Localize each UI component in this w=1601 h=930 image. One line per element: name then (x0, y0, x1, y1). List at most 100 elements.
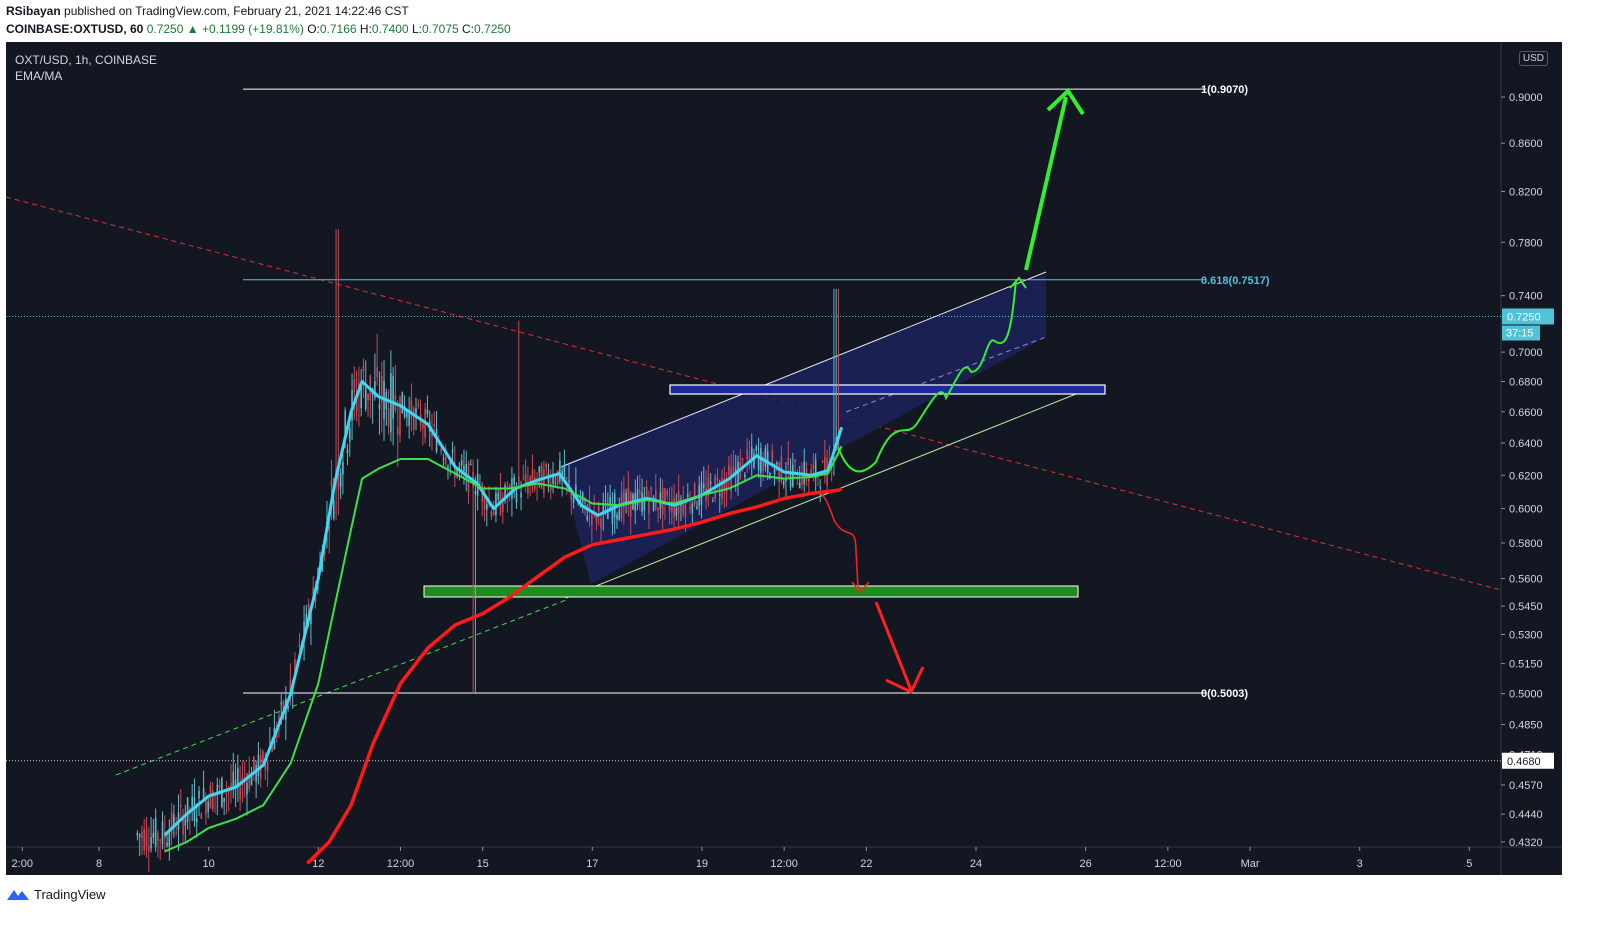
symbol-line: COINBASE:OXTUSD, 60 0.7250 ▲ +0.1199 (+1… (6, 22, 511, 36)
candle-body (723, 479, 726, 492)
bullish-arrow-shaft (1024, 96, 1068, 271)
price-tick-label: 0.7400 (1509, 291, 1543, 303)
currency-badge[interactable]: USD (1518, 51, 1548, 66)
candle-body (792, 464, 794, 487)
candle-body (456, 468, 458, 477)
candle-body (600, 518, 602, 529)
footer-brand[interactable]: TradingView (34, 886, 106, 902)
candle-body (339, 472, 342, 488)
candle-body (399, 396, 401, 436)
candle-body (173, 814, 175, 829)
candle-body (810, 468, 812, 478)
candle-body (490, 511, 493, 517)
chart-legend-indicators[interactable]: EMA/MA (15, 69, 63, 83)
candle-body (230, 783, 232, 789)
candle-body (570, 489, 573, 500)
candle-body (675, 508, 678, 516)
author-name[interactable]: RSibayan (6, 4, 61, 18)
candle-body (458, 465, 461, 467)
candle-body (492, 511, 495, 516)
candle-body (497, 493, 500, 500)
candle-body (198, 790, 200, 799)
price-tick-label: 0.5300 (1509, 629, 1543, 641)
candle-body (271, 745, 273, 752)
time-tick-label: 2:00 (12, 858, 33, 870)
candle-body (150, 836, 152, 849)
up-arrow-icon: ▲ (186, 22, 199, 36)
candle-body (782, 480, 785, 486)
price-tick-label: 0.6600 (1509, 407, 1543, 419)
open-value: 0.7166 (319, 22, 357, 36)
countdown-badge-bg (1502, 325, 1540, 341)
price-tick-label: 0.8200 (1509, 186, 1543, 198)
candle-body (798, 482, 801, 489)
change-value: +0.1199 (+19.81%) (201, 22, 304, 36)
candle-body (374, 381, 376, 398)
candle-body (684, 501, 687, 517)
ma-line (306, 486, 843, 865)
fib-level-label: 0.618(0.7517) (1201, 275, 1270, 287)
candle-body (234, 780, 237, 788)
candle-body (147, 846, 150, 852)
time-tick-label: 12:00 (770, 858, 798, 870)
candle-body (545, 463, 547, 470)
tradingview-footer: TradingView (6, 884, 106, 904)
chart-legend-symbol: OXT/USD, 1h, COINBASE (15, 53, 158, 67)
candle-body (520, 492, 522, 498)
candle-body (527, 481, 529, 494)
candle-body (262, 751, 264, 764)
price-chart[interactable]: 0.9000 0.8600 0.8200 0.7800 0.7400 0.7000 0.68… (6, 42, 1562, 875)
candle-body (771, 450, 774, 465)
candle-body (495, 492, 497, 515)
candle-body (837, 442, 840, 447)
fib-level-label: 1(0.9070) (1201, 84, 1248, 96)
time-tick-label: 19 (696, 858, 708, 870)
open-label: O: (307, 22, 320, 36)
candle-body (360, 384, 362, 409)
marked-level-badge: 0.4680 (1507, 756, 1541, 768)
chart-panel[interactable]: 0.9000 0.8600 0.8200 0.7800 0.7400 0.7000 0.68… (6, 42, 1562, 875)
candle-body (762, 456, 764, 471)
candle-body (627, 488, 630, 506)
candle-body (584, 497, 586, 505)
projection-bullish-path (837, 279, 1018, 473)
candle-body (159, 840, 162, 842)
descending-trendline (6, 196, 1502, 591)
candle-body (442, 458, 445, 460)
candle-body (700, 482, 703, 505)
candle-body (552, 474, 554, 484)
candle-body (303, 621, 305, 641)
candle-body (568, 480, 570, 482)
candle-body (689, 506, 691, 510)
candle-body (170, 812, 173, 835)
candle-body (485, 503, 488, 510)
candle-body (559, 460, 561, 482)
candle-body (202, 788, 205, 799)
candle-body (161, 821, 164, 845)
fib-level-label: 0(0.5003) (1201, 688, 1248, 700)
candle-body (211, 790, 214, 810)
candle-body (554, 482, 557, 484)
candle-body (593, 501, 595, 504)
candle-body (330, 480, 333, 487)
high-label: H: (359, 22, 372, 36)
time-tick-label: Mar (1241, 858, 1260, 870)
candle-body (396, 427, 399, 435)
time-tick-label: 10 (203, 858, 215, 870)
candle-body (629, 491, 632, 517)
candle-body (289, 679, 292, 691)
candle-body (769, 472, 771, 479)
candle-body (586, 516, 589, 520)
candle-body (353, 379, 356, 393)
time-tick-label: 22 (860, 858, 872, 870)
candle-body (616, 514, 618, 520)
candle-body (817, 475, 819, 479)
candle-body (179, 804, 182, 808)
candle-body (517, 476, 520, 486)
candle-body (253, 756, 255, 773)
candle-body (412, 408, 415, 430)
candle-body (504, 485, 506, 501)
candle-body (741, 458, 744, 461)
candle-body (814, 460, 817, 479)
candle-body (750, 446, 753, 459)
